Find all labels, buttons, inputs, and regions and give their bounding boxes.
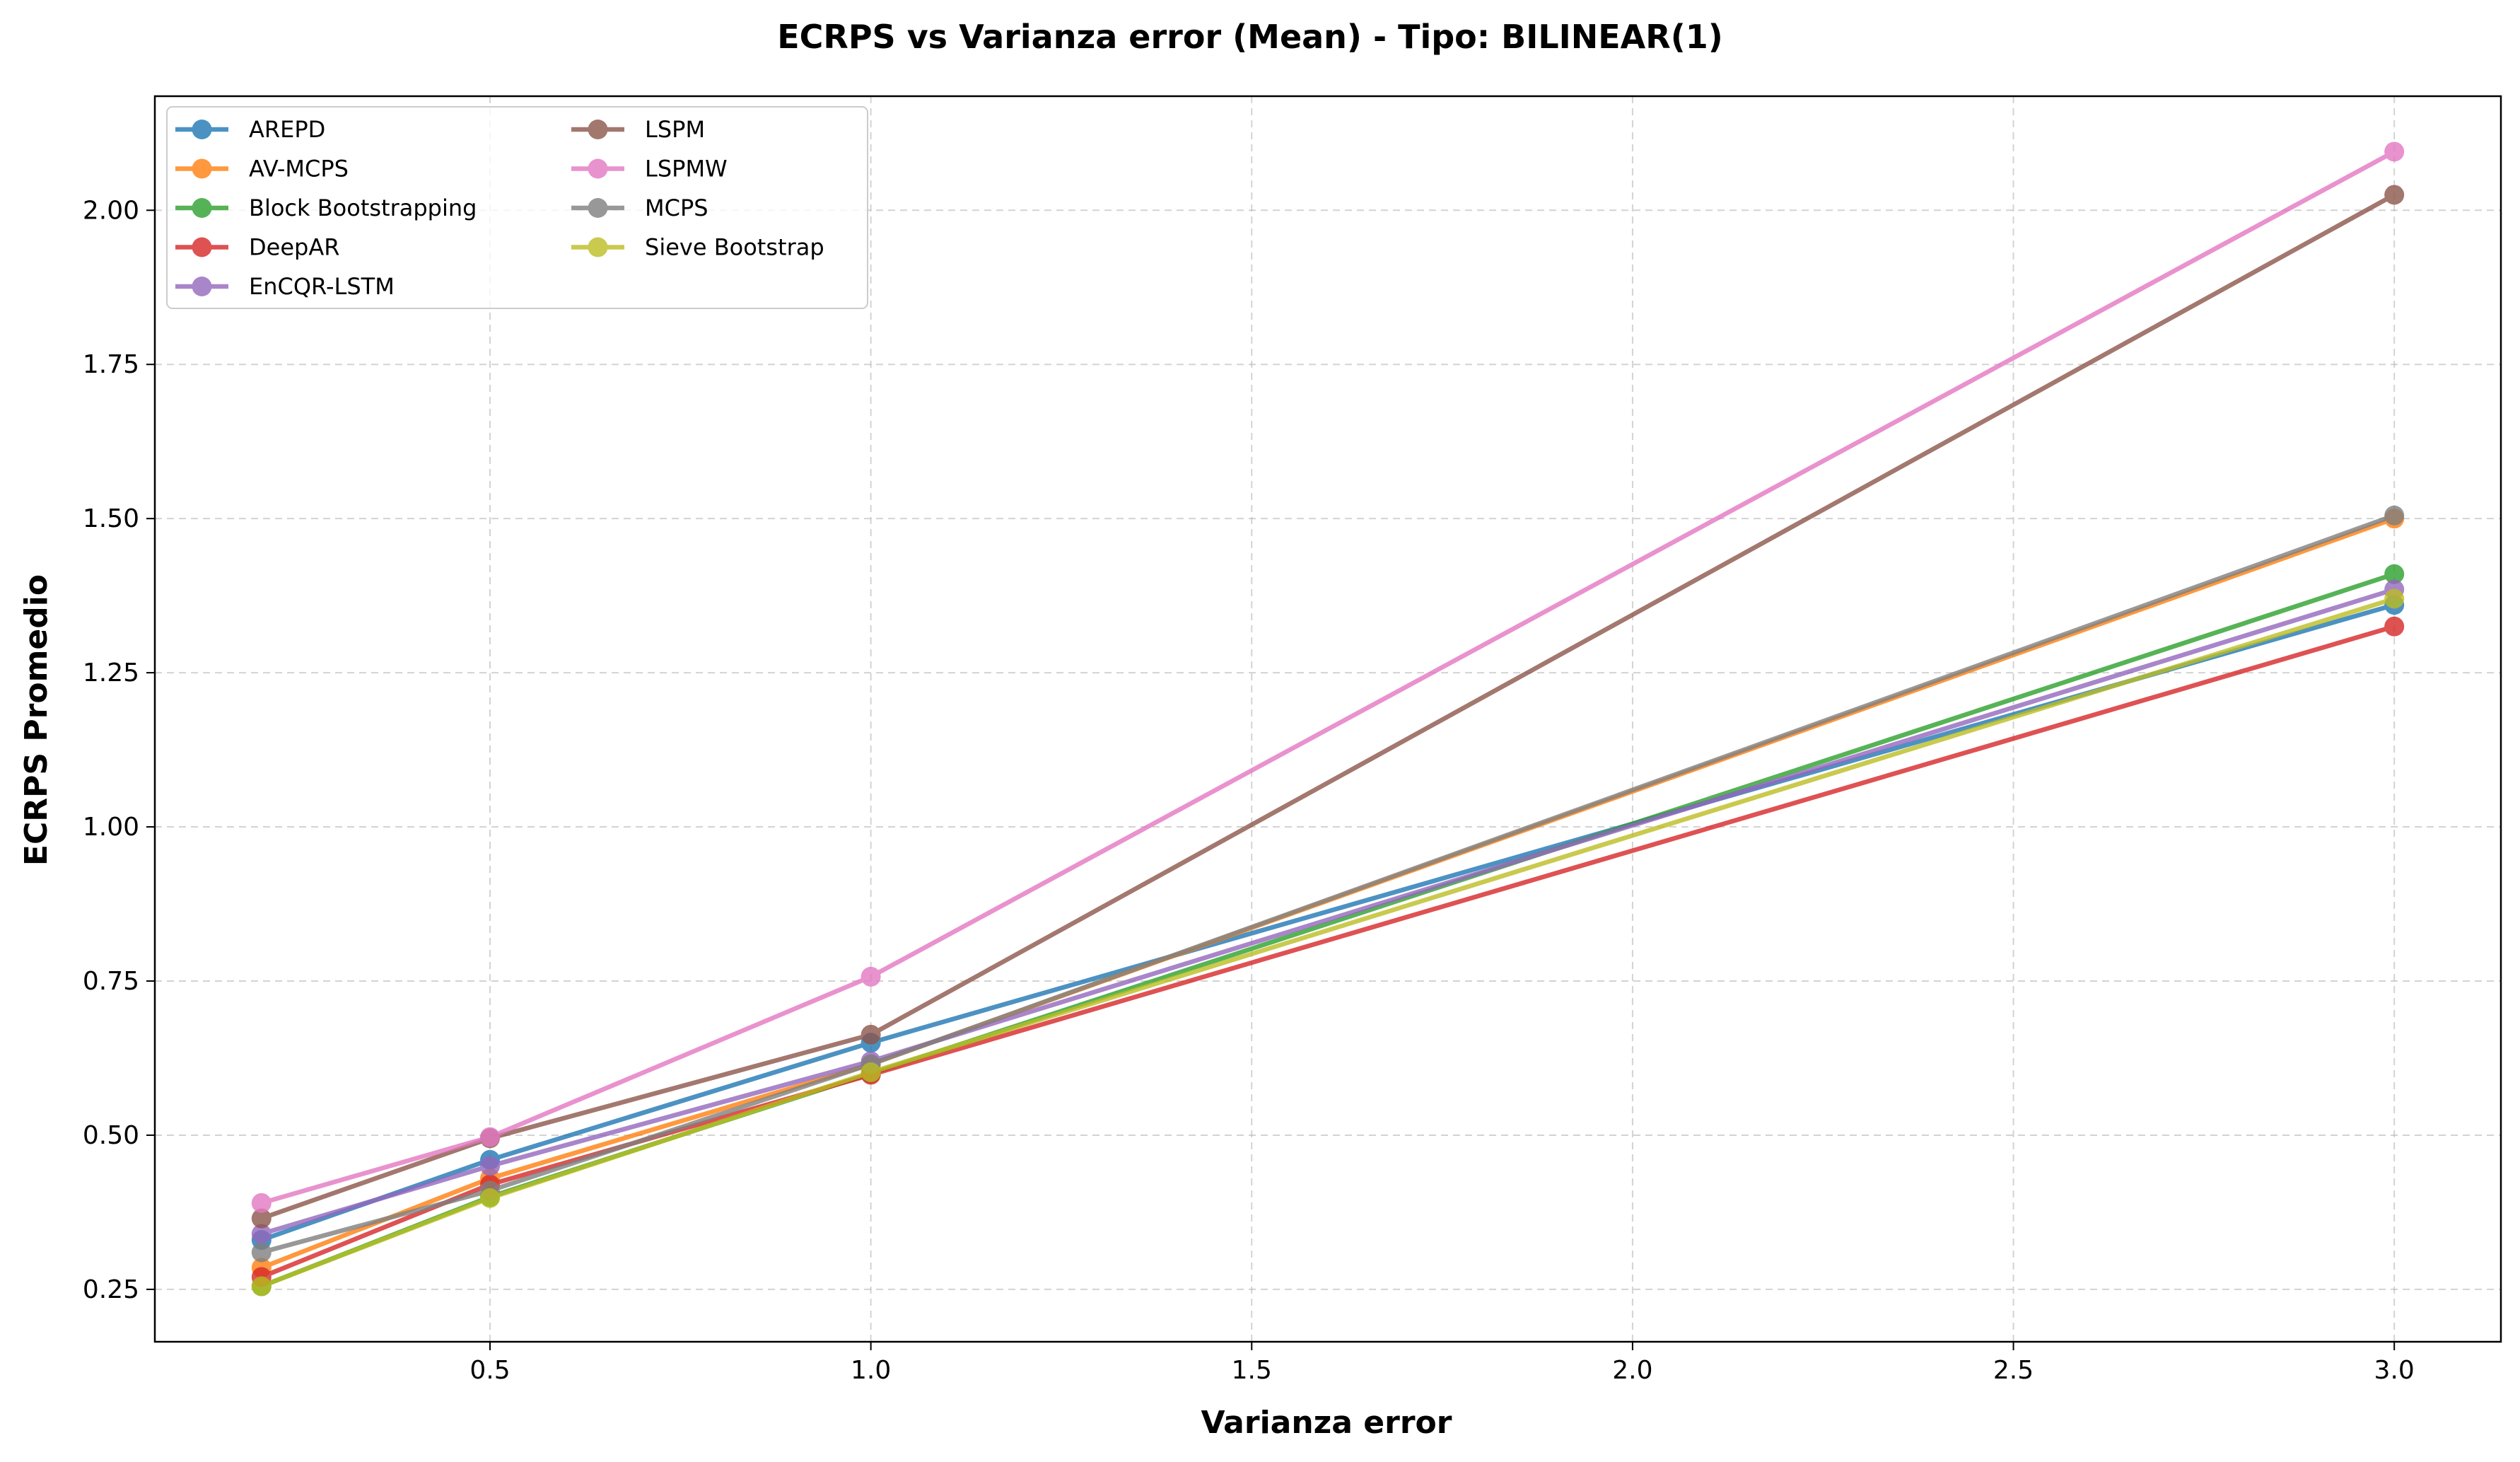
- x-tick-label: 1.5: [1232, 1356, 1272, 1385]
- data-point: [2384, 185, 2405, 205]
- legend-label: LSPMW: [645, 156, 728, 182]
- legend-swatch: [175, 277, 228, 296]
- legend-swatch: [175, 120, 228, 139]
- legend: AREPD AV-MCPS Block Bootstrapping DeepAR EnC…: [166, 106, 868, 309]
- x-tick-label: 3.0: [2374, 1356, 2415, 1385]
- legend-swatch: [571, 237, 624, 257]
- series-deepar: [251, 616, 2405, 1287]
- chart-title: ECRPS vs Varianza error (Mean) - Tipo: B…: [777, 18, 1723, 56]
- x-tick-label: 1.0: [851, 1356, 891, 1385]
- legend-label: EnCQR-LSTM: [249, 273, 395, 300]
- y-tick-label: 2.00: [83, 196, 139, 225]
- series-mcps: [251, 505, 2405, 1263]
- series-line: [259, 192, 2397, 1221]
- legend-item-av-mcps: AV-MCPS: [175, 156, 349, 182]
- data-point: [480, 1188, 500, 1208]
- legend-box: [166, 106, 868, 309]
- data-point: [861, 1062, 881, 1083]
- x-axis-label: Varianza error: [1201, 1405, 1452, 1441]
- legend-label: MCPS: [645, 195, 708, 221]
- legend-item-lspm: LSPM: [571, 116, 705, 143]
- legend-swatch: [571, 158, 624, 179]
- data-point: [251, 1193, 272, 1213]
- data-point: [251, 1224, 272, 1244]
- data-point: [2384, 141, 2405, 162]
- legend-label: LSPM: [645, 116, 705, 143]
- legend-item-sieve-bootstrap: Sieve Bootstrap: [571, 234, 824, 261]
- y-tick-label: 1.25: [83, 659, 139, 688]
- legend-swatch: [175, 198, 228, 218]
- data-point: [2384, 616, 2405, 637]
- data-point: [251, 1242, 272, 1263]
- axis-ticks: 0.5 1.0 1.5 2.0 2.5 3.0 0.25 0.50 0.75 1.00 1.25 1.…: [83, 196, 2415, 1385]
- series-line: [259, 596, 2397, 1289]
- series-line: [259, 624, 2397, 1280]
- y-tick-label: 0.75: [83, 967, 139, 996]
- data-point: [861, 966, 881, 987]
- x-tick-label: 2.5: [1993, 1356, 2034, 1385]
- legend-item-deepar: DeepAR: [175, 234, 339, 261]
- legend-item-block-bootstrapping: Block Bootstrapping: [175, 195, 477, 221]
- data-point: [2384, 505, 2405, 526]
- legend-item-encqr-lstm: EnCQR-LSTM: [175, 273, 395, 300]
- y-tick-label: 1.50: [83, 504, 139, 533]
- series-line: [259, 587, 2397, 1236]
- legend-label: DeepAR: [249, 234, 339, 261]
- data-point: [480, 1127, 500, 1147]
- data-point: [251, 1208, 272, 1229]
- series-line: [259, 513, 2397, 1255]
- data-point: [2384, 588, 2405, 609]
- legend-item-arepd: AREPD: [175, 116, 325, 143]
- x-tick-label: 2.0: [1612, 1356, 1652, 1385]
- legend-swatch: [175, 158, 228, 179]
- legend-item-lspmw: LSPMW: [571, 156, 728, 182]
- series-lspm: [251, 185, 2405, 1229]
- x-tick-label: 0.5: [469, 1356, 510, 1385]
- legend-label: Sieve Bootstrap: [645, 234, 824, 261]
- y-tick-label: 0.25: [83, 1275, 139, 1304]
- legend-item-mcps: MCPS: [571, 195, 708, 221]
- series-line: [259, 149, 2397, 1206]
- data-point: [861, 1024, 881, 1045]
- legend-label: AV-MCPS: [249, 156, 349, 182]
- legend-label: AREPD: [249, 116, 325, 143]
- y-axis-label: ECRPS Promedio: [18, 574, 54, 866]
- plot-area-frame: [153, 95, 2502, 1343]
- series-lspmw: [251, 141, 2405, 1213]
- legend-swatch: [571, 198, 624, 218]
- legend-swatch: [175, 237, 228, 257]
- data-point: [2384, 564, 2405, 584]
- series-layer: [251, 141, 2405, 1296]
- series-sieve-bootstrap: [251, 588, 2405, 1296]
- y-tick-label: 0.50: [83, 1121, 139, 1150]
- legend-label: Block Bootstrapping: [249, 195, 477, 221]
- legend-swatch: [571, 120, 624, 139]
- y-tick-label: 1.00: [83, 813, 139, 842]
- data-point: [480, 1156, 500, 1176]
- y-tick-label: 1.75: [83, 350, 139, 379]
- data-point: [251, 1276, 272, 1296]
